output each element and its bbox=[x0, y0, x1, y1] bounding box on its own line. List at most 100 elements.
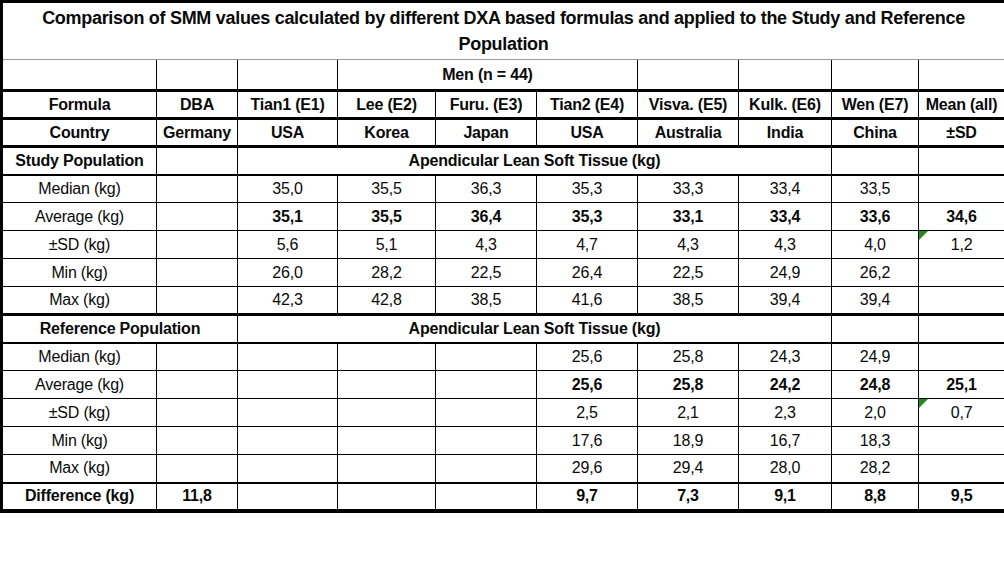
data-cell: 4,0 bbox=[832, 231, 919, 259]
col-header-country-cell: USA bbox=[238, 119, 338, 147]
data-cell: 4,3 bbox=[739, 231, 832, 259]
row-label: ±SD (kg) bbox=[2, 231, 157, 259]
col-header-formula-cell: Tian2 (E4) bbox=[537, 91, 638, 119]
data-cell: 33,6 bbox=[832, 203, 919, 231]
empty-cell bbox=[832, 315, 919, 343]
data-cell: 22,5 bbox=[436, 259, 537, 287]
data-cell bbox=[436, 427, 537, 455]
data-cell: 2,3 bbox=[739, 399, 832, 427]
data-cell: 33,5 bbox=[832, 175, 919, 203]
col-header-country-label: Country bbox=[2, 119, 157, 147]
data-cell bbox=[338, 455, 436, 483]
data-cell bbox=[919, 343, 1004, 371]
col-header-formula-cell: Kulk. (E6) bbox=[739, 91, 832, 119]
data-cell bbox=[157, 427, 238, 455]
smm-comparison-table: Comparison of SMM values calculated by d… bbox=[0, 0, 1004, 513]
col-header-country-cell: Japan bbox=[436, 119, 537, 147]
data-cell bbox=[436, 455, 537, 483]
data-cell: 17,6 bbox=[537, 427, 638, 455]
section-label-study: Study Population bbox=[2, 147, 157, 175]
data-cell: 33,4 bbox=[739, 203, 832, 231]
data-cell: 28,2 bbox=[832, 455, 919, 483]
data-cell bbox=[157, 455, 238, 483]
data-cell: 24,9 bbox=[832, 343, 919, 371]
data-cell: 2,5 bbox=[537, 399, 638, 427]
row-label: Min (kg) bbox=[2, 259, 157, 287]
data-cell bbox=[157, 399, 238, 427]
data-cell: 34,6 bbox=[919, 203, 1004, 231]
empty-cell bbox=[2, 60, 157, 91]
data-cell bbox=[436, 399, 537, 427]
data-cell bbox=[238, 399, 338, 427]
data-cell: 28,2 bbox=[338, 259, 436, 287]
data-cell bbox=[919, 455, 1004, 483]
col-header-formula-cell: Lee (E2) bbox=[338, 91, 436, 119]
empty-cell bbox=[238, 60, 338, 91]
data-cell: 24,2 bbox=[739, 371, 832, 399]
col-header-formula-cell: DBA bbox=[157, 91, 238, 119]
data-cell: 35,0 bbox=[238, 175, 338, 203]
data-cell bbox=[919, 427, 1004, 455]
data-cell: 24,9 bbox=[739, 259, 832, 287]
row-label: ±SD (kg) bbox=[2, 399, 157, 427]
data-cell: 24,3 bbox=[739, 343, 832, 371]
data-cell: 9,7 bbox=[537, 483, 638, 511]
data-cell: 35,3 bbox=[537, 175, 638, 203]
data-cell: 4,3 bbox=[436, 231, 537, 259]
col-header-formula-cell: Wen (E7) bbox=[832, 91, 919, 119]
data-cell: 25,8 bbox=[638, 343, 739, 371]
col-header-country-cell: India bbox=[739, 119, 832, 147]
data-cell bbox=[436, 483, 537, 511]
data-cell: 2,0 bbox=[832, 399, 919, 427]
data-cell bbox=[919, 175, 1004, 203]
data-cell: 25,1 bbox=[919, 371, 1004, 399]
data-cell: 5,1 bbox=[338, 231, 436, 259]
row-label: Max (kg) bbox=[2, 455, 157, 483]
data-cell: 36,4 bbox=[436, 203, 537, 231]
data-cell: 8,8 bbox=[832, 483, 919, 511]
data-cell: 35,1 bbox=[238, 203, 338, 231]
empty-cell bbox=[919, 315, 1004, 343]
data-cell: 22,5 bbox=[638, 259, 739, 287]
subtitle-men-cell: Men (n = 44) bbox=[338, 60, 638, 91]
data-cell: 5,6 bbox=[238, 231, 338, 259]
data-cell: 35,5 bbox=[338, 175, 436, 203]
data-cell bbox=[157, 231, 238, 259]
data-cell: 36,3 bbox=[436, 175, 537, 203]
empty-cell bbox=[739, 60, 832, 91]
data-cell bbox=[436, 371, 537, 399]
row-label: Max (kg) bbox=[2, 287, 157, 315]
empty-cell bbox=[832, 60, 919, 91]
data-cell bbox=[338, 343, 436, 371]
data-cell: 41,6 bbox=[537, 287, 638, 315]
data-cell: 28,0 bbox=[739, 455, 832, 483]
data-cell: 11,8 bbox=[157, 483, 238, 511]
col-header-country-cell: China bbox=[832, 119, 919, 147]
data-cell bbox=[338, 371, 436, 399]
data-cell: 42,3 bbox=[238, 287, 338, 315]
col-header-formula-cell: Mean (all) bbox=[919, 91, 1004, 119]
row-label-difference: Difference (kg) bbox=[2, 483, 157, 511]
data-cell: 33,3 bbox=[638, 175, 739, 203]
col-header-formula-label: Formula bbox=[2, 91, 157, 119]
data-cell bbox=[436, 343, 537, 371]
data-cell: 1,2 bbox=[919, 231, 1004, 259]
data-cell bbox=[157, 371, 238, 399]
col-header-country-cell: Australia bbox=[638, 119, 739, 147]
empty-cell bbox=[638, 60, 739, 91]
data-cell bbox=[157, 287, 238, 315]
data-cell: 35,5 bbox=[338, 203, 436, 231]
data-cell bbox=[157, 175, 238, 203]
data-cell: 18,9 bbox=[638, 427, 739, 455]
row-label: Average (kg) bbox=[2, 203, 157, 231]
data-cell bbox=[157, 259, 238, 287]
table-title-line2: Population bbox=[5, 31, 1002, 57]
row-label: Median (kg) bbox=[2, 175, 157, 203]
data-cell bbox=[919, 259, 1004, 287]
empty-cell bbox=[157, 60, 238, 91]
col-header-country-cell: USA bbox=[537, 119, 638, 147]
col-header-country-cell: Germany bbox=[157, 119, 238, 147]
col-header-formula-cell: Tian1 (E1) bbox=[238, 91, 338, 119]
data-cell: 4,3 bbox=[638, 231, 739, 259]
data-cell bbox=[238, 427, 338, 455]
